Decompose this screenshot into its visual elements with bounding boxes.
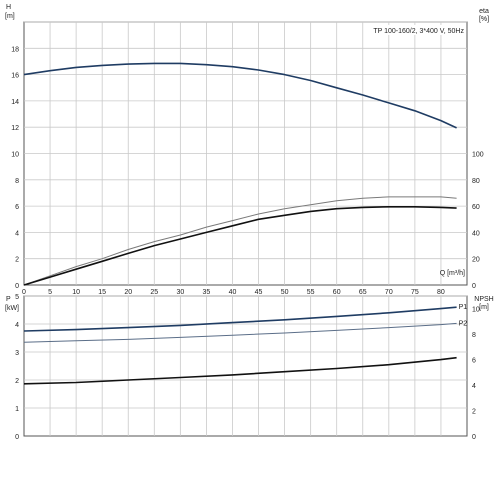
lower-left-tick-label: 4 [15,322,19,329]
upper-right-tick-label: 60 [472,204,480,211]
lower-left-tick-label: 3 [15,350,19,357]
upper-left-tick-label: 10 [11,152,19,159]
lower-right-tick-label: 0 [472,434,476,441]
lower-right-tick-label: 6 [472,358,476,365]
lower-left-tick-label: 5 [15,294,19,301]
upper-left-tick-label: 14 [11,99,19,106]
x-tick-label: 5 [48,289,52,296]
lower-right-axis-label: NPSH [474,296,493,303]
upper-right-axis-label: eta [479,8,489,15]
upper-series-line-1 [23,196,457,286]
upper-right-tick-label: 40 [472,230,480,237]
lower-series-line-p1 [23,306,457,332]
x-tick-label: 0 [22,289,26,296]
upper-left-tick-label: 16 [11,73,19,80]
x-tick-label: 70 [385,289,393,296]
lower-series-line-2 [23,356,457,385]
lower-left-tick-label: 2 [15,378,19,385]
title-box [374,25,466,35]
series-label-p2: P2 [459,320,468,327]
chart-title: TP 100-160/2, 3*400 V, 50Hz [373,28,464,35]
lower-left-tick-label: 0 [15,434,19,441]
upper-left-axis-label: H [6,4,11,11]
upper-left-tick-label: 6 [15,204,19,211]
x-tick-label: 50 [281,289,289,296]
x-tick-label: 75 [411,289,419,296]
upper-left-axis-unit: [m] [5,13,15,20]
x-tick-label: 20 [124,289,132,296]
upper-left-tick-label: 4 [15,230,19,237]
lower-right-tick-label: 8 [472,332,476,339]
upper-panel: 0 2 4 6 8 10 12 14 16 18 0 20 40 60 80 100 H [m] eta[%] 0 5 1… [5,4,489,296]
lower-right-axis-unit: [m] [479,304,489,311]
x-tick-label: 45 [255,289,263,296]
x-tick-label: 80 [437,289,445,296]
x-tick-label: 15 [98,289,106,296]
x-tick-label: 60 [333,289,341,296]
lower-left-axis-unit: [kW] [5,305,19,312]
lower-right-tick-label: 4 [472,383,476,390]
x-tick-label: 25 [150,289,158,296]
lower-panel: 0 1 2 3 4 5 0 2 4 6 8 10 P [kW] NPSH[m] P1 P2 [5,294,494,441]
x-tick-label: 40 [229,289,237,296]
upper-right-tick-label: 80 [472,178,480,185]
upper-right-tick-label: 100 [472,152,484,159]
upper-right-tick-label: 0 [472,283,476,290]
lower-series-line-p2 [23,322,457,343]
upper-left-tick-label: 18 [11,46,19,53]
upper-right-axis-unit: [%] [479,16,489,23]
x-tick-label: 55 [307,289,315,296]
upper-series-line-0 [23,62,457,129]
upper-right-tick-label: 20 [472,257,480,264]
lower-left-axis-label: P [6,296,11,303]
lower-left-tick-label: 1 [15,406,19,413]
lower-right-tick-label: 10 [472,307,480,314]
lower-plot-frame [23,295,468,437]
x-tick-label: 30 [176,289,184,296]
upper-left-tick-label: 0 [15,283,19,290]
x-tick-label: 10 [72,289,80,296]
upper-left-tick-label: 8 [15,178,19,185]
x-tick-label: 65 [359,289,367,296]
x-axis-label: Q [m³/h] [440,270,465,277]
upper-series-line-2 [23,206,457,286]
upper-left-tick-label: 2 [15,257,19,264]
upper-left-tick-label: 12 [11,125,19,132]
lower-right-tick-label: 2 [472,409,476,416]
x-tick-label: 35 [203,289,211,296]
series-label-p1: P1 [459,304,468,311]
